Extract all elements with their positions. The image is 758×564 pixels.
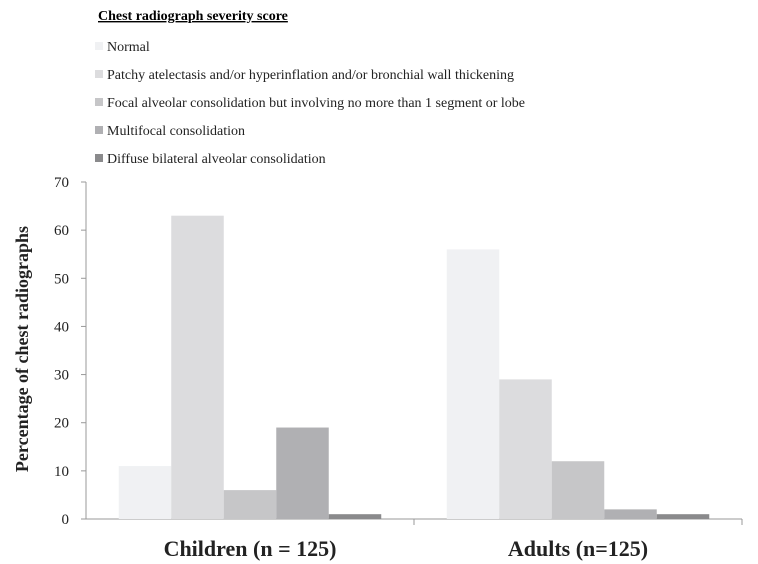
legend-label: Normal xyxy=(107,40,150,55)
category-label: Children (n = 125) xyxy=(164,536,337,561)
y-tick-label: 10 xyxy=(54,464,69,480)
legend-swatch xyxy=(95,98,103,106)
legend: Normal Patchy atelectasis and/or hyperinf… xyxy=(95,40,525,167)
bar xyxy=(118,466,172,519)
bar xyxy=(446,249,500,519)
legend-label: Diffuse bilateral alveolar consolidation xyxy=(107,152,326,167)
y-tick-label: 40 xyxy=(54,319,69,335)
y-tick-label: 70 xyxy=(54,175,69,191)
bar xyxy=(171,215,224,519)
legend-swatch xyxy=(95,42,103,50)
bar xyxy=(499,379,552,519)
bar xyxy=(551,461,605,519)
legend-swatch xyxy=(95,126,103,134)
legend-swatch xyxy=(95,154,103,162)
y-tick-label: 50 xyxy=(54,271,69,287)
bar xyxy=(656,514,710,519)
bar xyxy=(604,509,657,519)
legend-swatch xyxy=(95,70,103,78)
legend-label: Patchy atelectasis and/or hyperinflation… xyxy=(107,68,514,83)
y-tick-label: 60 xyxy=(54,223,69,239)
y-tick-label: 20 xyxy=(54,416,69,432)
y-tick-label: 30 xyxy=(54,368,69,384)
bar xyxy=(276,427,329,519)
legend-title: Chest radiograph severity score xyxy=(98,9,288,24)
bar xyxy=(328,514,382,519)
bar xyxy=(223,490,277,519)
bars: Children (n = 125) Adults (n=125) xyxy=(118,215,710,561)
legend-label: Multifocal consolidation xyxy=(107,124,245,139)
legend-label: Focal alveolar consolidation but involvi… xyxy=(107,96,525,111)
y-axis-label: Percentage of chest radiographs xyxy=(12,226,32,472)
category-label: Adults (n=125) xyxy=(508,536,648,561)
y-tick-label: 0 xyxy=(62,512,70,528)
